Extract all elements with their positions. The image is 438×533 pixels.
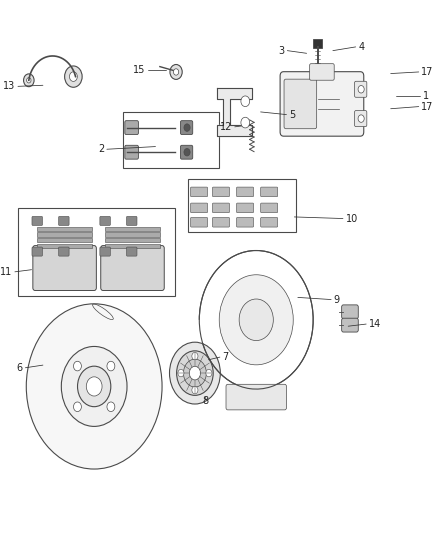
FancyBboxPatch shape — [191, 187, 208, 197]
FancyBboxPatch shape — [237, 203, 254, 213]
Text: 6: 6 — [17, 363, 23, 373]
Bar — [37, 232, 92, 237]
FancyBboxPatch shape — [191, 217, 208, 227]
Text: 3: 3 — [279, 46, 285, 55]
Bar — [18, 208, 175, 296]
Circle shape — [170, 342, 220, 404]
FancyBboxPatch shape — [212, 187, 230, 197]
Circle shape — [74, 361, 81, 371]
Text: 4: 4 — [358, 42, 364, 52]
Bar — [105, 244, 160, 248]
Bar — [105, 232, 160, 237]
Bar — [105, 227, 160, 231]
Text: 17: 17 — [421, 102, 434, 111]
Text: 13: 13 — [3, 82, 15, 91]
Circle shape — [189, 366, 201, 380]
FancyBboxPatch shape — [354, 110, 367, 126]
Circle shape — [184, 124, 190, 131]
Circle shape — [206, 369, 212, 377]
FancyBboxPatch shape — [212, 203, 230, 213]
Circle shape — [78, 366, 111, 407]
FancyBboxPatch shape — [280, 71, 364, 136]
FancyBboxPatch shape — [59, 216, 69, 225]
Text: 12: 12 — [220, 122, 232, 132]
FancyBboxPatch shape — [261, 203, 278, 213]
Circle shape — [184, 149, 190, 156]
Circle shape — [239, 299, 273, 341]
Circle shape — [219, 274, 293, 365]
Bar — [37, 227, 92, 231]
Text: 10: 10 — [346, 214, 358, 223]
Text: 17: 17 — [421, 67, 434, 77]
FancyBboxPatch shape — [125, 146, 138, 159]
FancyBboxPatch shape — [100, 247, 110, 256]
Circle shape — [74, 402, 81, 411]
FancyBboxPatch shape — [261, 187, 278, 197]
Circle shape — [61, 346, 127, 426]
Text: 7: 7 — [223, 352, 229, 362]
Circle shape — [86, 377, 102, 396]
FancyBboxPatch shape — [237, 187, 254, 197]
FancyBboxPatch shape — [32, 247, 42, 256]
Text: 1: 1 — [423, 91, 429, 101]
Text: 15: 15 — [133, 66, 145, 75]
Text: 5: 5 — [289, 110, 295, 119]
Circle shape — [358, 115, 364, 122]
Bar — [188, 179, 296, 232]
FancyBboxPatch shape — [100, 216, 110, 225]
Bar — [37, 238, 92, 243]
FancyBboxPatch shape — [127, 216, 137, 225]
Circle shape — [65, 66, 82, 87]
Circle shape — [107, 402, 115, 411]
Circle shape — [241, 96, 250, 107]
FancyBboxPatch shape — [226, 384, 286, 410]
Circle shape — [358, 85, 364, 93]
FancyBboxPatch shape — [342, 305, 358, 319]
FancyBboxPatch shape — [33, 246, 96, 290]
FancyBboxPatch shape — [313, 38, 322, 48]
Bar — [123, 112, 219, 168]
FancyBboxPatch shape — [342, 318, 358, 332]
Circle shape — [241, 117, 250, 128]
Circle shape — [27, 78, 31, 83]
Circle shape — [107, 361, 115, 371]
FancyBboxPatch shape — [261, 217, 278, 227]
Bar — [105, 238, 160, 243]
Circle shape — [70, 72, 78, 82]
FancyBboxPatch shape — [310, 63, 334, 80]
Circle shape — [173, 69, 179, 75]
FancyBboxPatch shape — [354, 81, 367, 97]
Text: 11: 11 — [0, 267, 12, 277]
FancyBboxPatch shape — [237, 217, 254, 227]
Circle shape — [192, 386, 198, 394]
Text: 8: 8 — [203, 396, 209, 406]
FancyBboxPatch shape — [101, 246, 164, 290]
FancyBboxPatch shape — [59, 247, 69, 256]
FancyBboxPatch shape — [212, 217, 230, 227]
Text: 14: 14 — [369, 319, 381, 329]
FancyBboxPatch shape — [127, 247, 137, 256]
Circle shape — [184, 359, 206, 387]
FancyBboxPatch shape — [191, 203, 208, 213]
FancyBboxPatch shape — [180, 146, 193, 159]
FancyBboxPatch shape — [125, 120, 138, 134]
Circle shape — [177, 351, 213, 395]
Polygon shape — [217, 88, 252, 136]
FancyBboxPatch shape — [284, 79, 317, 128]
Circle shape — [170, 64, 182, 79]
Text: 9: 9 — [334, 295, 340, 304]
Circle shape — [24, 74, 34, 87]
Circle shape — [192, 352, 198, 360]
Bar — [37, 244, 92, 248]
FancyBboxPatch shape — [180, 120, 193, 134]
Text: 2: 2 — [98, 144, 104, 154]
Circle shape — [26, 304, 162, 469]
Circle shape — [178, 369, 184, 377]
FancyBboxPatch shape — [32, 216, 42, 225]
